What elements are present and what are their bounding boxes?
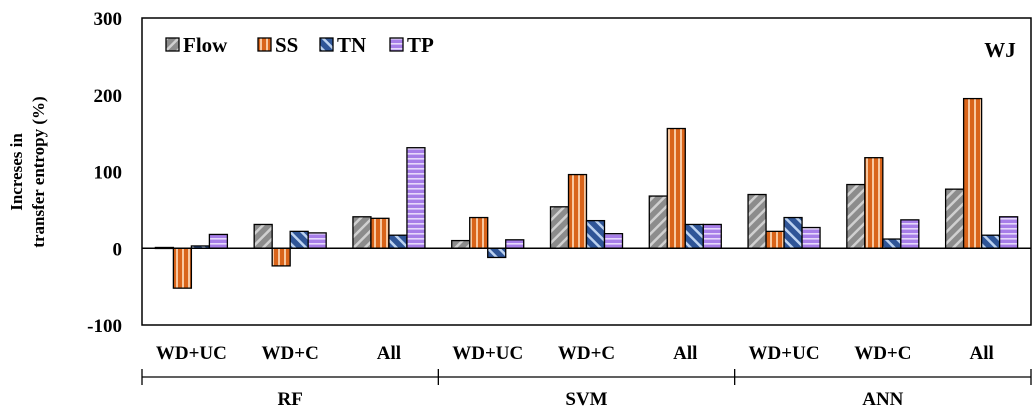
bar-tp-2 [406,147,426,249]
y-tick-label: -100 [87,316,122,337]
x-category-label: All [377,343,401,364]
bar-tn-4 [585,219,606,249]
legend-swatch-tp [389,37,404,52]
bar-flow-1 [253,223,273,249]
bar-tp-6 [801,226,821,249]
group-label-svm: SVM [565,389,607,408]
plot-area-frame [141,17,1032,326]
panel-annotation: WJ [984,38,1016,62]
bar-flow-5 [648,195,668,249]
legend-label-ss: SS [275,33,298,57]
x-category-label: WD+UC [156,343,227,364]
y-axis-label-line2: transfer entropy (%) [29,96,48,247]
bar-tp-1 [307,232,327,249]
group-label-ann: ANN [862,389,903,408]
bar-tn-8 [980,234,1001,249]
y-tick-label: 200 [94,86,123,107]
legend-label-tn: TN [337,33,366,57]
x-category-label: WD+C [262,343,319,364]
bar-tn-1 [289,230,309,249]
legend-swatch-flow [165,37,180,52]
x-category-label: WD+UC [452,343,523,364]
bar-flow-2 [352,216,372,249]
y-tick-label: 100 [94,163,123,184]
bar-tn-7 [882,238,902,249]
bar-ss-0 [172,247,193,289]
y-tick-label: 0 [113,239,123,260]
bar-ss-3 [469,216,489,249]
bar-flow-4 [549,206,570,249]
bar-ss-2 [370,217,390,249]
bar-ss-6 [765,230,785,249]
x-category-label: WD+C [558,343,615,364]
legend-label-tp: TP [407,33,434,57]
x-category-label: WD+C [854,343,911,364]
legend-label-flow: Flow [183,33,228,57]
y-axis-label-line1: Increses in [7,133,26,211]
bar-flow-3 [451,239,471,249]
bar-tp-0 [208,233,229,249]
bar-ss-7 [864,157,884,249]
x-category-label: WD+UC [749,343,820,364]
group-label-rf: RF [278,389,303,408]
y-tick-label: 300 [94,9,123,30]
bar-flow-6 [747,193,767,249]
bar-tp-8 [998,216,1019,249]
bar-tn-2 [388,234,408,249]
bar-ss-1 [271,247,291,267]
bar-tp-4 [603,233,624,249]
x-category-label: All [673,343,697,364]
bar-tp-7 [900,219,920,249]
x-category-label: All [969,343,993,364]
bar-ss-8 [962,97,983,249]
bar-tn-6 [783,216,803,249]
bar-flow-7 [846,183,866,249]
bar-tp-3 [505,239,525,249]
bar-flow-8 [944,188,965,249]
legend-swatch-ss [257,37,272,52]
bar-ss-4 [567,173,588,249]
legend-swatch-tn [319,37,334,52]
bar-tp-5 [702,223,722,249]
bar-tn-3 [487,247,507,259]
bar-ss-5 [666,127,686,249]
bar-tn-5 [684,223,704,249]
